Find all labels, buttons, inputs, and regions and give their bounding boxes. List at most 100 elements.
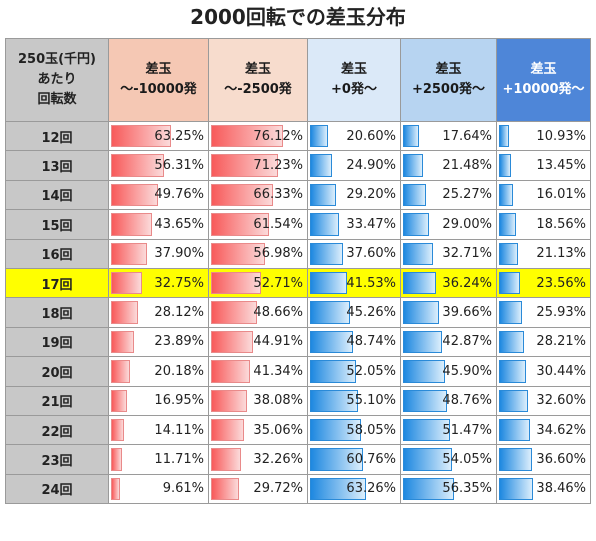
row-header-line: 250玉(千円) (17, 52, 97, 67)
data-cell: 25.93% (496, 297, 591, 328)
row-label: 16回 (5, 238, 109, 269)
data-cell: 76.12% (208, 120, 308, 152)
data-cell-inner: 36.60% (497, 445, 590, 473)
data-bar (499, 389, 528, 412)
data-bar (310, 154, 332, 177)
data-cell-inner: 11.71% (109, 445, 208, 473)
data-label: 14.11% (154, 422, 204, 438)
data-label: 43.65% (154, 216, 204, 232)
data-cell-inner: 60.76% (308, 445, 400, 473)
data-bar (211, 242, 265, 265)
data-cell: 32.60% (496, 385, 591, 416)
data-bar (403, 477, 455, 501)
column-header-line1: 差玉 (340, 62, 367, 77)
data-label: 13.45% (536, 158, 586, 174)
data-cell: 23.89% (108, 326, 209, 358)
data-bar (310, 389, 359, 412)
data-bar (211, 477, 239, 501)
data-label: 38.46% (536, 481, 586, 497)
data-label: 48.74% (346, 334, 396, 350)
data-cell: 45.90% (400, 356, 497, 387)
table-row: 15回 43.65% 61.54% 33.47% 29.00% 18.56% (5, 209, 591, 240)
column-header: 差玉 +10000発～ (496, 38, 591, 122)
data-label: 29.72% (253, 481, 303, 497)
data-bar (310, 271, 347, 295)
data-cell-inner: 52.05% (308, 357, 400, 385)
data-bar (310, 213, 340, 236)
data-cell-inner: 21.48% (401, 151, 496, 179)
data-cell-inner: 32.75% (109, 269, 208, 297)
data-cell-inner: 32.60% (497, 387, 590, 415)
data-cell: 11.71% (108, 444, 209, 475)
data-bar (111, 213, 153, 236)
data-cell: 48.66% (208, 297, 308, 328)
data-label: 49.76% (154, 187, 204, 203)
data-cell-inner: 35.06% (209, 416, 307, 444)
data-bar (499, 154, 511, 177)
data-cell-inner: 48.76% (401, 387, 496, 415)
data-cell: 43.65% (108, 209, 209, 240)
data-cell: 42.87% (400, 326, 497, 358)
data-cell: 60.76% (307, 444, 401, 475)
data-bar (111, 477, 121, 501)
data-bar (499, 418, 530, 442)
data-label: 32.71% (442, 246, 492, 262)
data-cell-inner: 48.74% (308, 328, 400, 356)
data-cell: 38.46% (496, 473, 591, 505)
data-label: 9.61% (162, 481, 204, 497)
table-row: 24回 9.61% 29.72% 63.26% 56.35% 38.46% (5, 473, 591, 505)
data-cell-inner: 32.26% (209, 445, 307, 473)
data-cell: 44.91% (208, 326, 308, 358)
data-cell: 20.60% (307, 120, 401, 152)
data-cell-inner: 55.10% (308, 387, 400, 415)
data-cell: 13.45% (496, 150, 591, 181)
data-bar (310, 301, 350, 324)
data-label: 61.54% (253, 216, 303, 232)
data-bar (499, 125, 509, 148)
data-label: 63.25% (154, 128, 204, 144)
data-cell: 56.35% (400, 473, 497, 505)
data-label: 55.10% (346, 393, 396, 409)
data-label: 36.24% (442, 275, 492, 291)
table-row: 22回 14.11% 35.06% 58.05% 51.47% 34.62% (5, 414, 591, 446)
data-bar (499, 183, 514, 207)
data-cell: 30.44% (496, 356, 591, 387)
data-cell-inner: 48.66% (209, 298, 307, 326)
row-label: 12回 (5, 120, 109, 152)
data-cell: 16.01% (496, 179, 591, 211)
data-label: 48.76% (442, 393, 492, 409)
data-bar (403, 301, 440, 324)
column-header-line2: +2500発～ (411, 82, 486, 97)
data-cell: 32.71% (400, 238, 497, 269)
distribution-table: 250玉(千円) あたり 回転数 差玉 ～-10000発 差玉 ～-2500発 … (5, 38, 591, 505)
data-cell-inner: 16.01% (497, 181, 590, 209)
data-cell-inner: 28.12% (109, 298, 208, 326)
data-cell: 29.00% (400, 209, 497, 240)
data-bar (499, 330, 525, 354)
data-cell-inner: 29.00% (401, 210, 496, 238)
table-row: 14回 49.76% 66.33% 29.20% 25.27% 16.01% (5, 179, 591, 211)
column-header-line1: 差玉 (435, 62, 462, 77)
data-cell-inner: 58.05% (308, 416, 400, 444)
column-header-line1: 差玉 (145, 62, 172, 77)
data-cell-inner: 56.35% (401, 475, 496, 503)
data-cell: 49.76% (108, 179, 209, 211)
data-bar (211, 418, 244, 442)
data-cell-inner: 63.26% (308, 475, 400, 503)
data-bar (111, 448, 123, 471)
data-cell: 51.47% (400, 414, 497, 446)
data-label: 20.18% (154, 363, 204, 379)
data-label: 37.90% (154, 246, 204, 262)
data-bar (111, 418, 125, 442)
data-cell-inner: 16.95% (109, 387, 208, 415)
data-bar (111, 154, 165, 177)
data-cell-inner: 41.34% (209, 357, 307, 385)
header-row: 250玉(千円) あたり 回転数 差玉 ～-10000発 差玉 ～-2500発 … (5, 38, 591, 122)
data-cell-inner: 56.31% (109, 151, 208, 179)
data-bar (403, 418, 450, 442)
data-label: 58.05% (346, 422, 396, 438)
data-cell: 14.11% (108, 414, 209, 446)
data-cell-inner: 63.25% (109, 122, 208, 150)
data-bar (310, 448, 364, 471)
column-header-line2: +0発～ (331, 82, 377, 97)
